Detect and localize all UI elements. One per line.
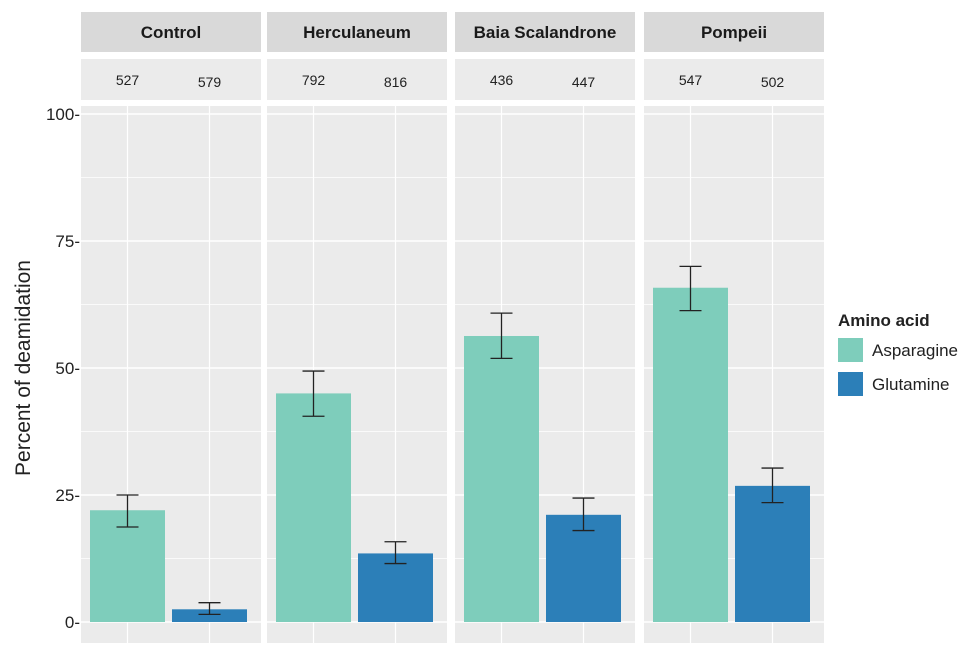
facet-label: Control (141, 23, 201, 42)
bar-glutamine (546, 514, 621, 622)
sample-count: 792 (302, 72, 326, 88)
sample-count: 436 (490, 72, 514, 88)
legend-swatch (838, 338, 863, 362)
bar-asparagine (90, 510, 165, 622)
sample-count: 502 (761, 74, 785, 90)
bar-glutamine (358, 553, 433, 622)
sample-count: 447 (572, 74, 596, 90)
y-axis-label: Percent of deamidation (12, 260, 35, 476)
facet-strip (267, 12, 447, 52)
facet-strip (81, 12, 261, 52)
y-tick-label: 0- (65, 613, 80, 632)
legend-label: Asparagine (872, 341, 958, 360)
sample-count: 579 (198, 74, 222, 90)
facet-label: Pompeii (701, 23, 767, 42)
legend-title: Amino acid (838, 311, 930, 330)
y-tick-label: 25- (55, 486, 80, 505)
bar-asparagine (276, 393, 351, 622)
bar-glutamine (172, 609, 247, 622)
sample-count: 527 (116, 72, 140, 88)
count-strip (455, 59, 635, 100)
bar-asparagine (653, 287, 728, 622)
bar-asparagine (464, 335, 539, 622)
facet-label: Herculaneum (303, 23, 411, 42)
count-strip (267, 59, 447, 100)
sample-count: 547 (679, 72, 703, 88)
sample-count: 816 (384, 74, 408, 90)
facet-label: Baia Scalandrone (474, 23, 617, 42)
facet-strip (644, 12, 824, 52)
y-tick-label: 75- (55, 232, 80, 251)
count-strip (644, 59, 824, 100)
y-tick-label: 50- (55, 359, 80, 378)
count-strip (81, 59, 261, 100)
y-tick-label: 100- (46, 105, 80, 124)
bar-glutamine (735, 485, 810, 622)
legend-swatch (838, 372, 863, 396)
legend-label: Glutamine (872, 375, 949, 394)
facet-strip (455, 12, 635, 52)
